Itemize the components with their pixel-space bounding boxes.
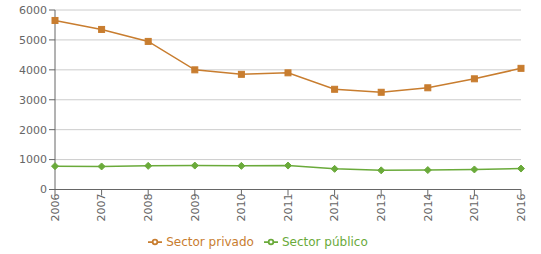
svg-text:2007: 2007 <box>95 194 108 222</box>
svg-text:1000: 1000 <box>19 153 47 166</box>
svg-text:2014: 2014 <box>422 194 435 222</box>
svg-text:3000: 3000 <box>19 94 47 107</box>
svg-text:4000: 4000 <box>19 64 47 77</box>
html-text:Sector privado: Sector privado <box>166 234 254 249</box>
svg-text:2013: 2013 <box>375 194 388 222</box>
svg-text:2011: 2011 <box>282 194 295 222</box>
svg-text:0: 0 <box>40 183 47 196</box>
svg-text:2006: 2006 <box>49 194 62 222</box>
svg-text:2010: 2010 <box>235 194 248 222</box>
svg-text:2016: 2016 <box>515 194 528 222</box>
svg-text:6000: 6000 <box>19 4 47 17</box>
svg-text:2000: 2000 <box>19 124 47 137</box>
svg-text:5000: 5000 <box>19 34 47 47</box>
svg-text:2008: 2008 <box>142 194 155 222</box>
html-text:Sector público: Sector público <box>281 234 368 249</box>
svg-text:2009: 2009 <box>189 194 202 222</box>
svg-text:2015: 2015 <box>468 194 481 222</box>
svg-text:2012: 2012 <box>328 194 341 222</box>
